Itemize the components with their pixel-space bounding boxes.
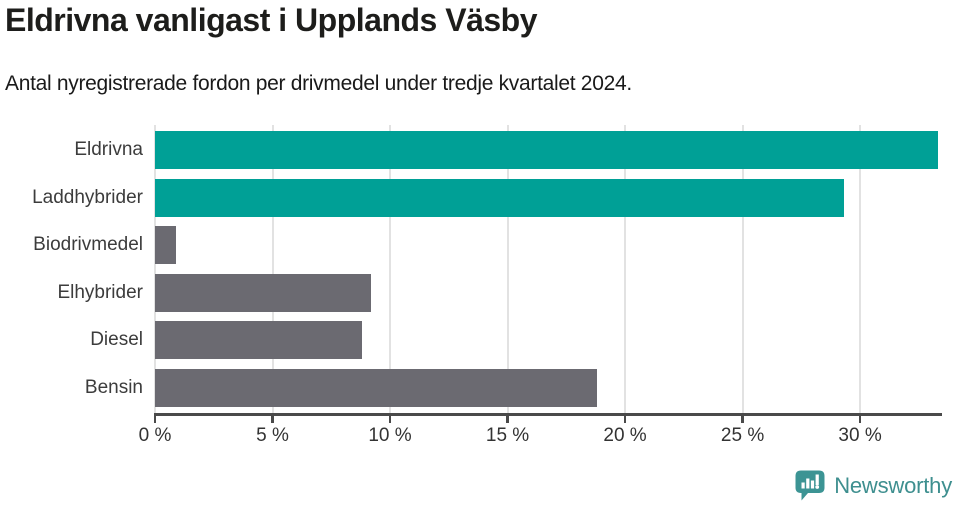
bar-row: Bensin xyxy=(0,368,960,407)
bar-laddhybrider xyxy=(155,178,844,217)
bar-row: Biodrivmedel xyxy=(0,226,960,264)
tick-mark-0 xyxy=(153,416,157,423)
plot-area xyxy=(154,125,940,413)
bar-row: Diesel xyxy=(0,321,960,359)
category-label: Eldrivna xyxy=(74,139,143,160)
bar-track xyxy=(155,273,940,312)
bar-row: Laddhybrider xyxy=(0,178,960,217)
gridline-25 xyxy=(741,125,744,413)
x-axis-line xyxy=(154,413,942,416)
bar-track xyxy=(155,178,940,217)
newsworthy-icon xyxy=(795,470,825,501)
tick-label-20: 20 % xyxy=(603,425,647,446)
category-label: Biodrivmedel xyxy=(33,234,143,255)
tick-label-0: 0 % xyxy=(138,425,172,446)
gridline-10 xyxy=(389,125,392,413)
newsworthy-icon-bars xyxy=(801,474,820,489)
tick-mark-25 xyxy=(741,416,744,423)
bar-chart: Eldrivna Laddhybrider Biodrivmedel Elhybrid… xyxy=(0,125,960,450)
bar-rows: Eldrivna Laddhybrider Biodrivmedel Elhybrid… xyxy=(0,125,960,413)
tick-mark-20 xyxy=(623,416,627,423)
chart-title: Eldrivna vanligast i Upplands Väsby xyxy=(5,2,538,38)
gridline-30 xyxy=(859,125,862,413)
gridline-5 xyxy=(271,125,274,413)
newsworthy-wordmark: Newsworthy xyxy=(834,472,952,498)
bar-diesel xyxy=(155,321,362,359)
chart-subtitle: Antal nyregistrerade fordon per drivmede… xyxy=(5,72,632,95)
bar-bensin xyxy=(155,368,597,407)
tick-label-30: 30 % xyxy=(838,425,882,446)
tick-label-10: 10 % xyxy=(368,425,412,446)
category-label: Diesel xyxy=(90,329,143,350)
bar-row: Elhybrider xyxy=(0,273,960,312)
tick-label-15: 15 % xyxy=(485,425,530,446)
category-label: Bensin xyxy=(84,376,143,398)
bar-elhybrider xyxy=(155,273,372,312)
bar-track xyxy=(155,226,940,264)
tick-mark-5 xyxy=(271,416,274,423)
gridline-20 xyxy=(624,125,627,413)
newsworthy-logo: Newsworthy xyxy=(794,469,952,502)
tick-mark-30 xyxy=(858,416,862,423)
tick-label-5: 5 % xyxy=(256,425,289,446)
category-label: Laddhybrider xyxy=(32,186,143,208)
bar-track xyxy=(155,131,940,169)
category-label: Elhybrider xyxy=(57,281,143,303)
tick-mark-15 xyxy=(506,416,509,423)
gridline-15 xyxy=(506,125,509,413)
x-axis: 0 % 5 % 10 % 15 % 20 % 25 % 30 % xyxy=(139,416,940,450)
gridline-0 xyxy=(154,125,156,413)
bar-biodrivmedel xyxy=(155,226,177,264)
bar-track xyxy=(155,321,940,359)
bar-row: Eldrivna xyxy=(0,131,960,169)
tick-label-25: 25 % xyxy=(720,425,765,446)
bar-eldrivna xyxy=(155,131,938,169)
bar-track xyxy=(155,368,940,407)
tick-mark-10 xyxy=(388,416,392,423)
